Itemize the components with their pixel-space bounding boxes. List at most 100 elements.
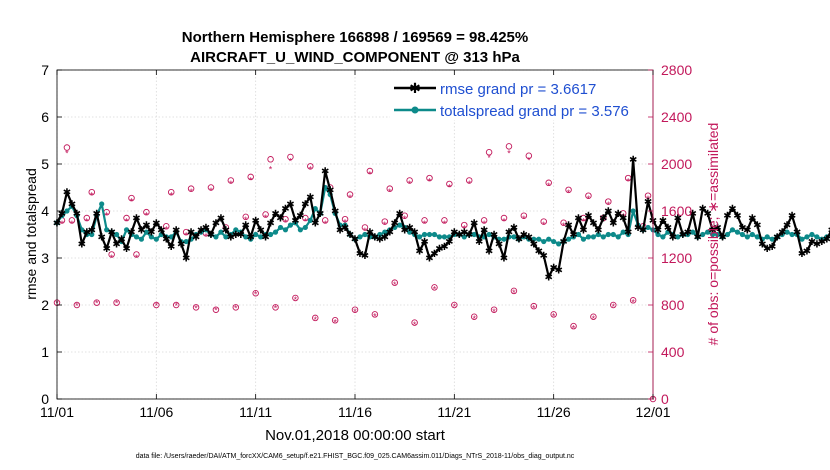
rmse-point: ✱ [142,221,150,232]
totalspread-point [153,236,159,242]
obs-assimilated-point: * [413,320,417,330]
obs-assimilated-point: * [348,193,352,203]
totalspread-point [744,234,750,240]
rmse-point: ✱ [450,228,458,239]
obs-possible-point [605,198,612,205]
obs-assimilated-point: * [567,188,571,198]
obs-possible-point [644,192,652,199]
rmse-point: ✱ [738,223,746,234]
rmse-point: ✱ [58,209,66,220]
totalspread-point [501,236,507,242]
totalspread-point [123,227,130,233]
totalspread-point [645,224,651,231]
obs-possible-point [470,313,478,321]
obs-possible-point [163,223,170,230]
x-tick-label: 11/11 [239,404,272,420]
totalspread-point [625,231,631,238]
totalspread-point [471,231,477,238]
rmse-point: ✱ [783,221,791,232]
obs-assimilated-point: * [289,156,293,166]
obs-possible-point [113,299,120,306]
rmse-point: ✱ [78,239,86,250]
rmse-point: ✱ [569,230,577,241]
rmse-point: ✱ [83,228,91,239]
obs-possible-point [331,317,339,324]
rmse-point: ✱ [435,244,443,255]
totalspread-point [282,227,289,233]
rmse-point: ✱ [500,254,508,265]
rmse-point: ✱ [381,232,389,243]
obs-assimilated-point: * [472,314,476,324]
totalspread-point [655,231,661,238]
obs-possible-point [272,304,279,311]
rmse-point: ✱ [718,232,726,243]
totalspread-point [660,234,666,240]
rmse-point: ✱ [545,272,553,283]
obs-assimilated-point: * [448,182,452,192]
obs-assimilated-point: * [562,221,566,231]
totalspread-point [565,236,572,242]
obs-possible-point [421,217,428,224]
rmse-point: ✱ [639,225,647,236]
rmse-point: ✱ [679,230,687,241]
rmse-point: ✱ [758,239,766,250]
totalspread-point [148,234,154,240]
obs-assimilated-point: * [145,211,149,221]
totalspread-point [377,231,383,238]
y-right-tick-label: 0 [661,391,669,407]
obs-assimilated-point: * [110,253,114,263]
obs-assimilated-point: * [353,307,357,317]
totalspread-point [302,224,308,231]
rmse-point: ✱ [93,209,101,220]
obs-assimilated-point: * [264,213,268,223]
obs-assimilated-point: * [314,315,318,325]
y-right-tick-label: 800 [661,297,685,313]
obs-possible-point [386,185,394,192]
obs-assimilated-point: * [532,303,536,313]
y-tick-label: 4 [41,203,49,219]
legend: ✱ rmse grand pr = 3.6617 totalspread gra… [390,76,648,120]
rmse-point: ✱ [713,223,721,234]
totalspread-point [784,229,790,235]
obs-assimilated-point: * [229,179,233,189]
rmse-point: ✱ [157,225,165,236]
rmse-point: ✱ [371,232,379,243]
totalspread-point [183,238,189,245]
y-right-tick-label: 2800 [661,62,692,78]
rmse-point: ✱ [167,242,175,253]
obs-possible-point [465,177,473,184]
obs-possible-point [500,214,508,222]
rmse-point: ✱ [132,214,140,225]
obs-possible-point [371,311,379,318]
rmse-point: ✱ [391,218,399,229]
totalspread-point [431,231,438,238]
rmse-point: ✱ [475,237,483,248]
rmse-point: ✱ [207,230,215,241]
rmse-point: ✱ [698,204,706,215]
obs-possible-point [123,214,130,222]
obs-assimilated-point: * [363,226,367,236]
rmse-point: ✱ [261,232,269,243]
rmse-point: ✱ [276,214,284,225]
obs-possible-point [133,251,140,258]
totalspread-point [243,234,249,240]
x-tick-label: 11/16 [338,404,372,420]
obs-assimilated-point: * [463,223,467,233]
obs-assimilated-point: * [383,220,387,230]
obs-possible-point [565,186,572,194]
rmse-point: ✱ [192,232,200,243]
obs-possible-point [167,188,175,196]
legend-box [390,76,648,120]
rmse-point: ✱ [629,155,637,166]
totalspread-point [407,229,413,235]
totalspread-point [799,236,805,242]
totalspread-point [272,229,279,235]
legend-spread-marker [411,106,419,114]
totalspread-point [769,236,775,242]
obs-assimilated-point: * [204,232,208,242]
rmse-point: ✱ [361,251,369,262]
obs-count-layer: * * * * * * * * * * * * * * * * * * * * * * * * * * * * * * * * * * * * * * * *… [53,143,657,405]
obs-possible-point [262,211,269,218]
obs-possible-point [108,251,115,258]
